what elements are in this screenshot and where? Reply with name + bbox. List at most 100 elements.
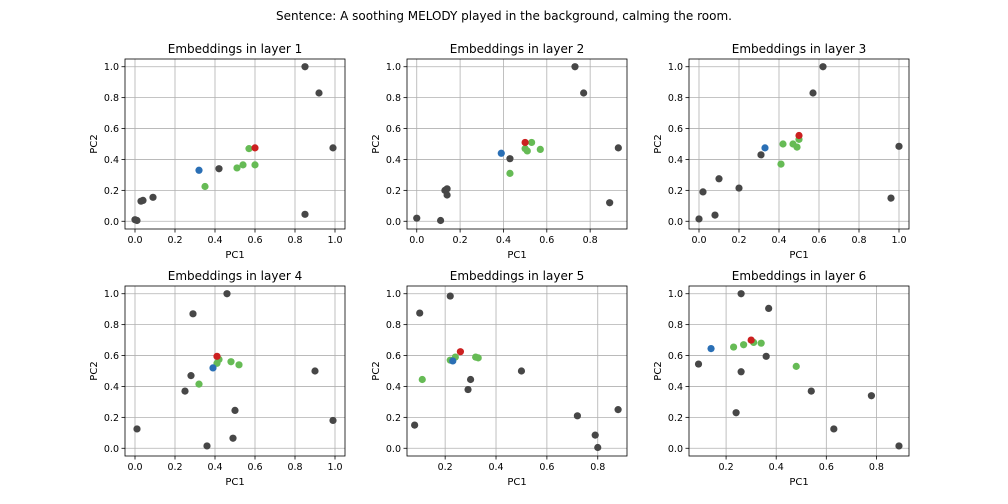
gridlines (407, 59, 627, 229)
axes-frame (406, 58, 628, 230)
point-other (443, 185, 451, 193)
subplot-title: Embeddings in layer 5 (450, 269, 584, 283)
x-tick-label: 0.6 (247, 235, 262, 246)
x-tick-label: 0.0 (409, 235, 424, 246)
point-context (195, 380, 203, 388)
y-tick-label: 0.2 (668, 413, 683, 424)
point-other (203, 442, 211, 450)
point-other (580, 89, 588, 97)
x-tick-label: 1.0 (327, 235, 342, 246)
subplot-layer-3: 0.0 0.2 0.4 0.6 0.8 1.0 0.0 0.2 0.4 0.6 0.8 1.0 Embe… (653, 42, 910, 261)
x-tick-label: 0.2 (167, 462, 182, 473)
point-other (416, 309, 424, 317)
point-other (737, 290, 745, 298)
y-tick-label: 0.2 (668, 186, 683, 197)
point-other (737, 368, 745, 376)
point-other (895, 442, 903, 450)
point-context (235, 361, 243, 369)
subplot-layer-6: 0.2 0.4 0.6 0.8 0.0 0.2 0.4 0.6 0.8 1.0 Embeddings… (653, 269, 910, 488)
point-other (695, 215, 703, 223)
point-context (779, 140, 787, 148)
x-tick-label: 0.2 (438, 462, 453, 473)
point-anchor (761, 144, 769, 152)
x-tick-label: 0.6 (539, 462, 554, 473)
y-tick-label: 0.0 (104, 217, 119, 228)
point-other (133, 216, 141, 225)
point-context (757, 339, 765, 347)
point-context (793, 143, 801, 151)
y-tick-label: 0.6 (668, 124, 683, 135)
point-other (735, 184, 743, 192)
point-other (830, 425, 838, 433)
point-other (573, 412, 582, 420)
x-tick-label: 0.2 (453, 235, 468, 246)
y-tick-label: 0.8 (104, 320, 119, 331)
point-context (777, 160, 785, 168)
point-target (795, 131, 803, 140)
point-other (215, 165, 223, 173)
y-tick-label: 0.6 (668, 351, 683, 362)
y-tick-label: 1.0 (386, 62, 401, 73)
x-tick-label: 0.2 (167, 235, 182, 246)
x-tick-label: 1.0 (327, 462, 342, 473)
point-other (809, 89, 817, 97)
y-tick-label: 0.4 (104, 155, 119, 166)
x-axis-label: PC1 (225, 477, 244, 488)
subplot-layer-4: 0.0 0.2 0.4 0.6 0.8 1.0 0.0 0.2 0.4 0.6 0.8 1.0 Embe… (89, 269, 346, 488)
x-tick-label: 0.6 (539, 235, 554, 246)
point-context (233, 164, 241, 172)
point-other (732, 409, 740, 417)
point-context (227, 358, 235, 366)
point-other (594, 443, 602, 452)
y-tick-label: 1.0 (668, 62, 683, 73)
x-tick-label: 0.4 (207, 462, 222, 473)
subplot-layer-2: 0.0 0.2 0.4 0.6 0.8 0.0 0.2 0.4 0.6 0.8 1.0 Embeddi… (371, 42, 628, 261)
point-context (523, 147, 531, 155)
point-other (506, 155, 514, 163)
point-other (223, 290, 231, 298)
point-other (446, 292, 454, 300)
x-tick-label: 0.4 (769, 462, 784, 473)
x-tick-label: 1.0 (891, 235, 906, 246)
y-tick-label: 0.8 (386, 93, 401, 104)
subplot-layer-5: 0.2 0.4 0.6 0.8 0.0 0.2 0.4 0.6 0.8 1.0 Embeddings… (371, 269, 628, 488)
point-target (747, 336, 755, 344)
point-other (699, 188, 707, 196)
point-other (606, 199, 614, 207)
axes-frame (688, 285, 910, 457)
y-axis-label: PC2 (89, 361, 100, 380)
point-other (591, 431, 599, 439)
gridlines (689, 59, 909, 229)
point-context (506, 169, 514, 177)
x-tick-label: 0.8 (287, 462, 302, 473)
axes-frame (124, 58, 346, 230)
x-tick-label: 0.4 (496, 235, 511, 246)
point-other (149, 193, 157, 201)
point-target (521, 138, 529, 147)
y-tick-label: 0.6 (386, 351, 401, 362)
y-tick-label: 0.0 (668, 444, 683, 455)
point-other (329, 416, 337, 425)
point-target (456, 348, 465, 356)
x-tick-label: 0.4 (488, 462, 503, 473)
point-other (517, 367, 526, 375)
y-tick-label: 1.0 (104, 289, 119, 300)
y-tick-label: 0.0 (104, 444, 119, 455)
y-axis-label: PC2 (371, 134, 382, 153)
x-tick-label: 0.0 (127, 462, 142, 473)
point-other (807, 387, 815, 395)
point-target (213, 352, 221, 360)
point-other (443, 191, 451, 199)
point-other (231, 406, 239, 415)
x-axis-label: PC1 (507, 250, 526, 261)
gridlines (407, 286, 627, 456)
gridlines (689, 286, 909, 456)
point-context (418, 375, 426, 384)
y-tick-label: 0.0 (386, 217, 401, 228)
x-tick-label: 0.0 (691, 235, 706, 246)
point-other (819, 63, 827, 71)
point-other (133, 425, 141, 433)
point-other (181, 387, 189, 395)
point-other (895, 142, 903, 150)
y-tick-label: 0.8 (104, 93, 119, 104)
